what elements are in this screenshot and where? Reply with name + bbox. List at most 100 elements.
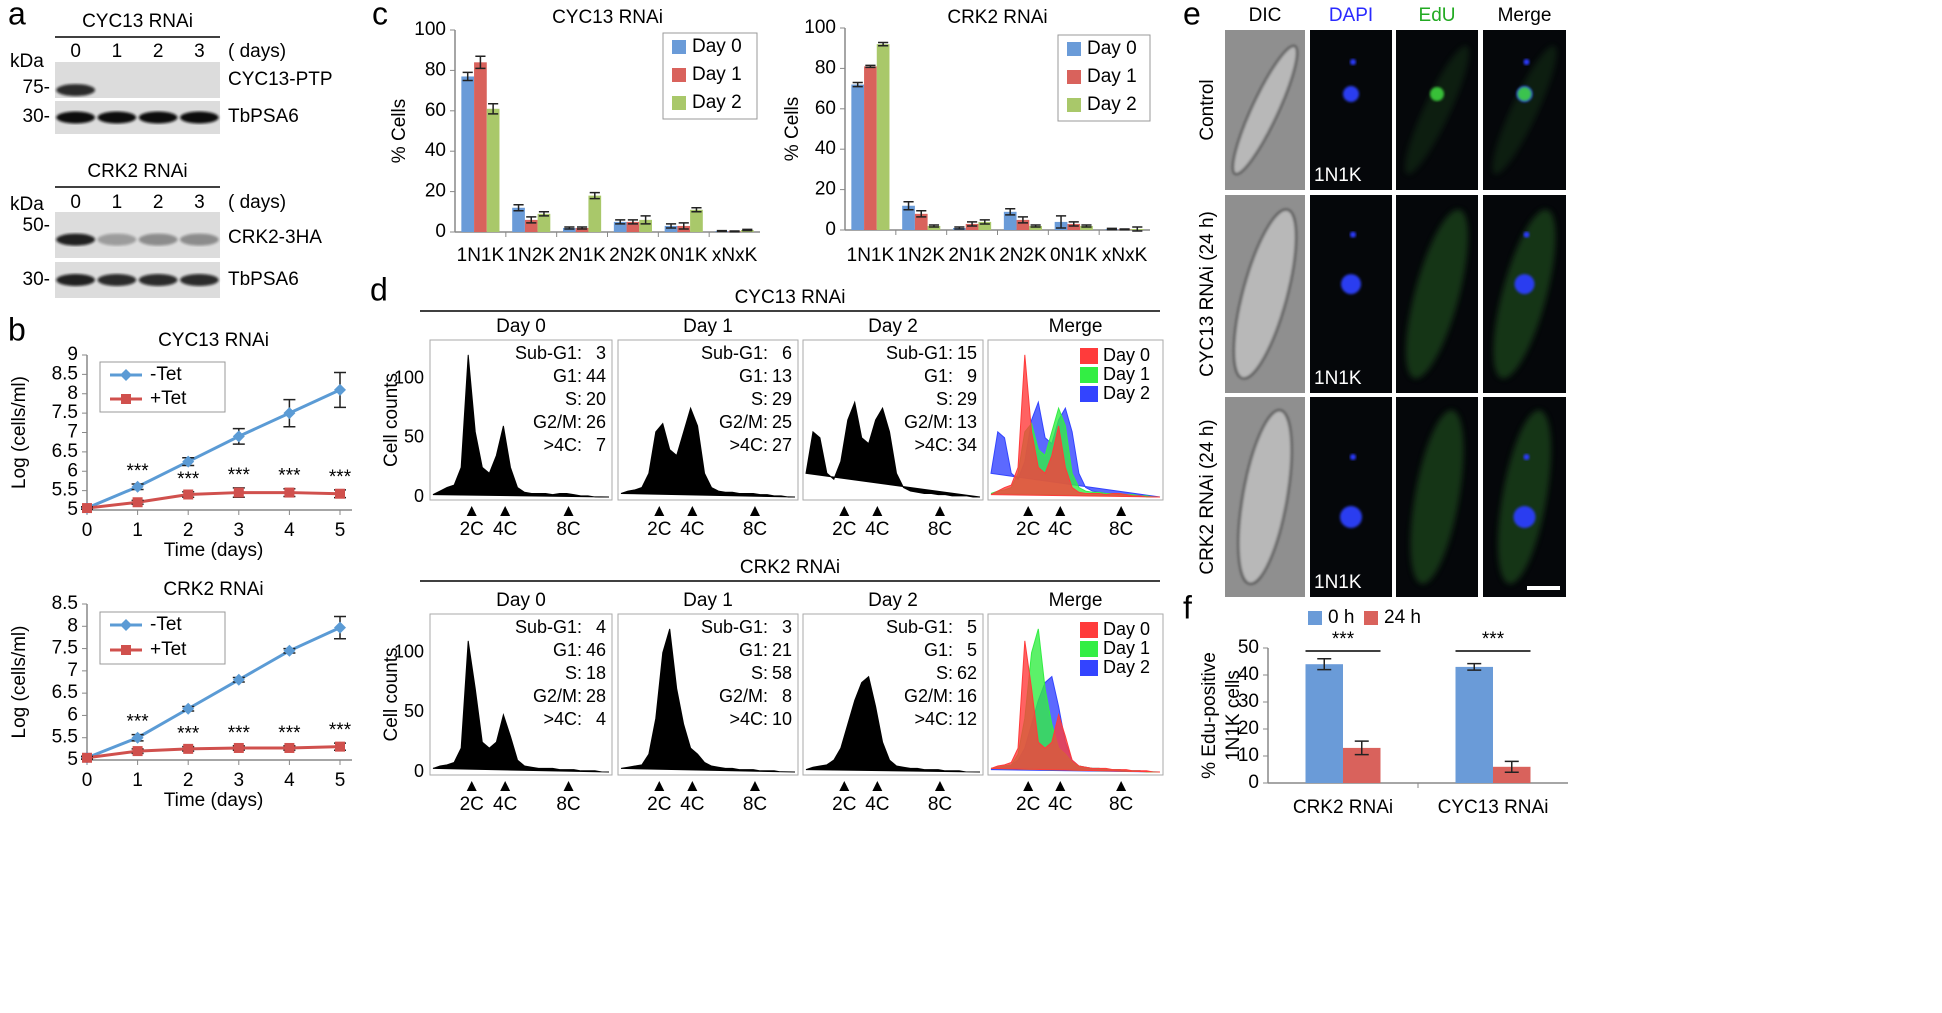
significance: ***	[329, 720, 352, 741]
stat-label: S:	[565, 663, 582, 683]
x-tick-arrow	[1023, 781, 1034, 791]
error-bar	[627, 219, 638, 225]
error-bar	[967, 221, 978, 227]
edu-signal	[1430, 87, 1444, 101]
histogram-frame	[802, 613, 984, 776]
x-tick-label: 8C	[556, 519, 580, 540]
y-tick-label: 20	[1238, 718, 1259, 739]
y-tick-label: 60	[425, 100, 446, 121]
bar	[1003, 211, 1017, 230]
panel-title: Day 0	[496, 316, 546, 337]
stat-value: 6	[782, 343, 792, 363]
error-bar	[742, 228, 753, 232]
stat-label: G2/M:	[904, 686, 953, 706]
cell-label: 1N1K	[1314, 572, 1362, 593]
x-tick-arrow	[749, 506, 760, 516]
legend-swatch	[1080, 367, 1098, 383]
y-tick-label: 5.5	[52, 480, 78, 501]
cell-glow	[1410, 410, 1464, 584]
histogram	[432, 354, 610, 498]
lane-label: 3	[194, 41, 205, 62]
legend-label: 0 h	[1328, 607, 1354, 628]
x-tick-label: 2C	[1016, 794, 1040, 815]
x-tick-label: 8C	[1109, 519, 1133, 540]
error-bar	[928, 224, 940, 228]
legend-label: Day 0	[692, 36, 742, 57]
x-tick-label: 2	[183, 520, 194, 541]
stat-label: G2/M:	[719, 686, 768, 706]
stat-label: >4C:	[914, 709, 953, 729]
y-tick-label: 40	[425, 140, 446, 161]
chart-title: CRK2 RNAi	[163, 579, 263, 600]
error-bar	[564, 226, 575, 230]
x-tick-arrow	[466, 781, 477, 791]
bar	[1080, 225, 1093, 230]
error-bar	[589, 191, 600, 200]
point	[334, 621, 346, 634]
blot-band	[179, 111, 219, 124]
row-label: Control	[1197, 79, 1218, 140]
bar	[474, 62, 487, 232]
stat-value: 10	[772, 709, 792, 729]
significance: ***	[278, 466, 301, 487]
group-title: CRK2 RNAi	[740, 557, 840, 578]
point	[233, 487, 244, 498]
legend-swatch	[1080, 641, 1098, 657]
point	[335, 741, 345, 752]
stat-value: 46	[586, 640, 606, 660]
y-axis-label: Log (cells/ml)	[9, 376, 30, 489]
legend-label: Day 2	[1087, 94, 1137, 115]
significance: ***	[228, 465, 251, 486]
point	[183, 743, 194, 754]
blot-band	[97, 233, 137, 246]
micrograph	[1310, 30, 1392, 190]
series-line	[86, 491, 341, 510]
histogram-frame	[987, 613, 1164, 776]
stat-label: Sub-G1:	[886, 343, 953, 363]
error-bar	[665, 223, 677, 229]
x-tick-label: 2C	[647, 519, 671, 540]
point	[335, 488, 345, 499]
cell-label: 1N1K	[1314, 368, 1362, 389]
stat-label: S:	[751, 389, 768, 409]
lane-label: 2	[153, 41, 164, 62]
bar	[978, 221, 992, 230]
bar	[575, 227, 589, 232]
cell	[1233, 208, 1297, 380]
stat-label: >4C:	[543, 435, 582, 455]
lane-label: 1	[112, 192, 123, 213]
stat-value: 29	[772, 389, 792, 409]
blot-band	[56, 233, 96, 246]
kinetoplast	[1523, 59, 1530, 65]
kinetoplast	[1350, 454, 1356, 460]
x-tick-arrow	[500, 506, 511, 516]
y-tick-label: 8.5	[52, 363, 78, 384]
stat-value: 4	[596, 709, 606, 729]
x-tick-arrow	[839, 781, 850, 791]
stat-label: >4C:	[543, 709, 582, 729]
y-tick-label: 6.5	[52, 441, 78, 462]
x-tick-label: 8C	[556, 794, 580, 815]
y-tick-label: 10	[1238, 745, 1259, 766]
merged-histogram	[990, 640, 1161, 773]
bar	[1455, 666, 1493, 783]
y-tick-label: 50	[1238, 637, 1259, 658]
legend-box	[99, 361, 226, 413]
panel-letter: e	[1183, 0, 1201, 31]
blot-title: CRK2 RNAi	[87, 161, 187, 182]
legend-label: Day 2	[692, 92, 742, 113]
stat-value: 9	[967, 366, 977, 386]
group-title: CYC13 RNAi	[735, 287, 846, 308]
y-tick-label: 0	[825, 219, 836, 240]
stat-label: G1:	[924, 366, 953, 386]
legend-swatch	[1308, 611, 1322, 625]
histogram-frame	[429, 613, 613, 776]
x-tick-label: 2C	[460, 519, 484, 540]
x-tick-arrow	[1023, 506, 1034, 516]
point	[232, 430, 245, 443]
panel-title: Merge	[1049, 590, 1103, 611]
error-bar	[979, 219, 990, 225]
nucleus	[1343, 86, 1359, 102]
